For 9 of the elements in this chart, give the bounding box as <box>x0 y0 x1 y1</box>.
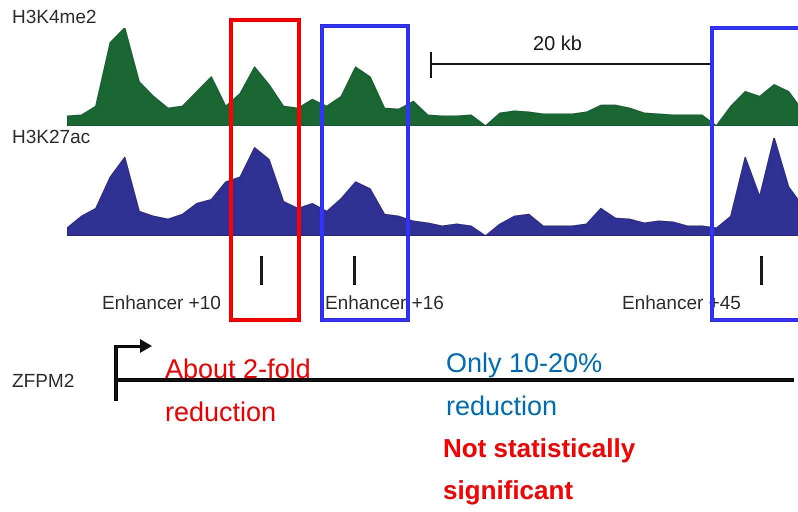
text: About 2-fold reduction <box>165 353 312 430</box>
text: ZFPM2 <box>12 371 74 392</box>
text: Enhancer +10 <box>102 293 221 314</box>
chart-title: H3K4me2 <box>12 7 96 28</box>
annotation: 20 kb <box>533 33 582 55</box>
chart-title: H3K27ac <box>12 127 90 148</box>
text: Only 10-20% reduction <box>446 347 604 424</box>
text: Not statistically significant <box>443 432 636 507</box>
text: Enhancer +16 <box>325 293 444 314</box>
